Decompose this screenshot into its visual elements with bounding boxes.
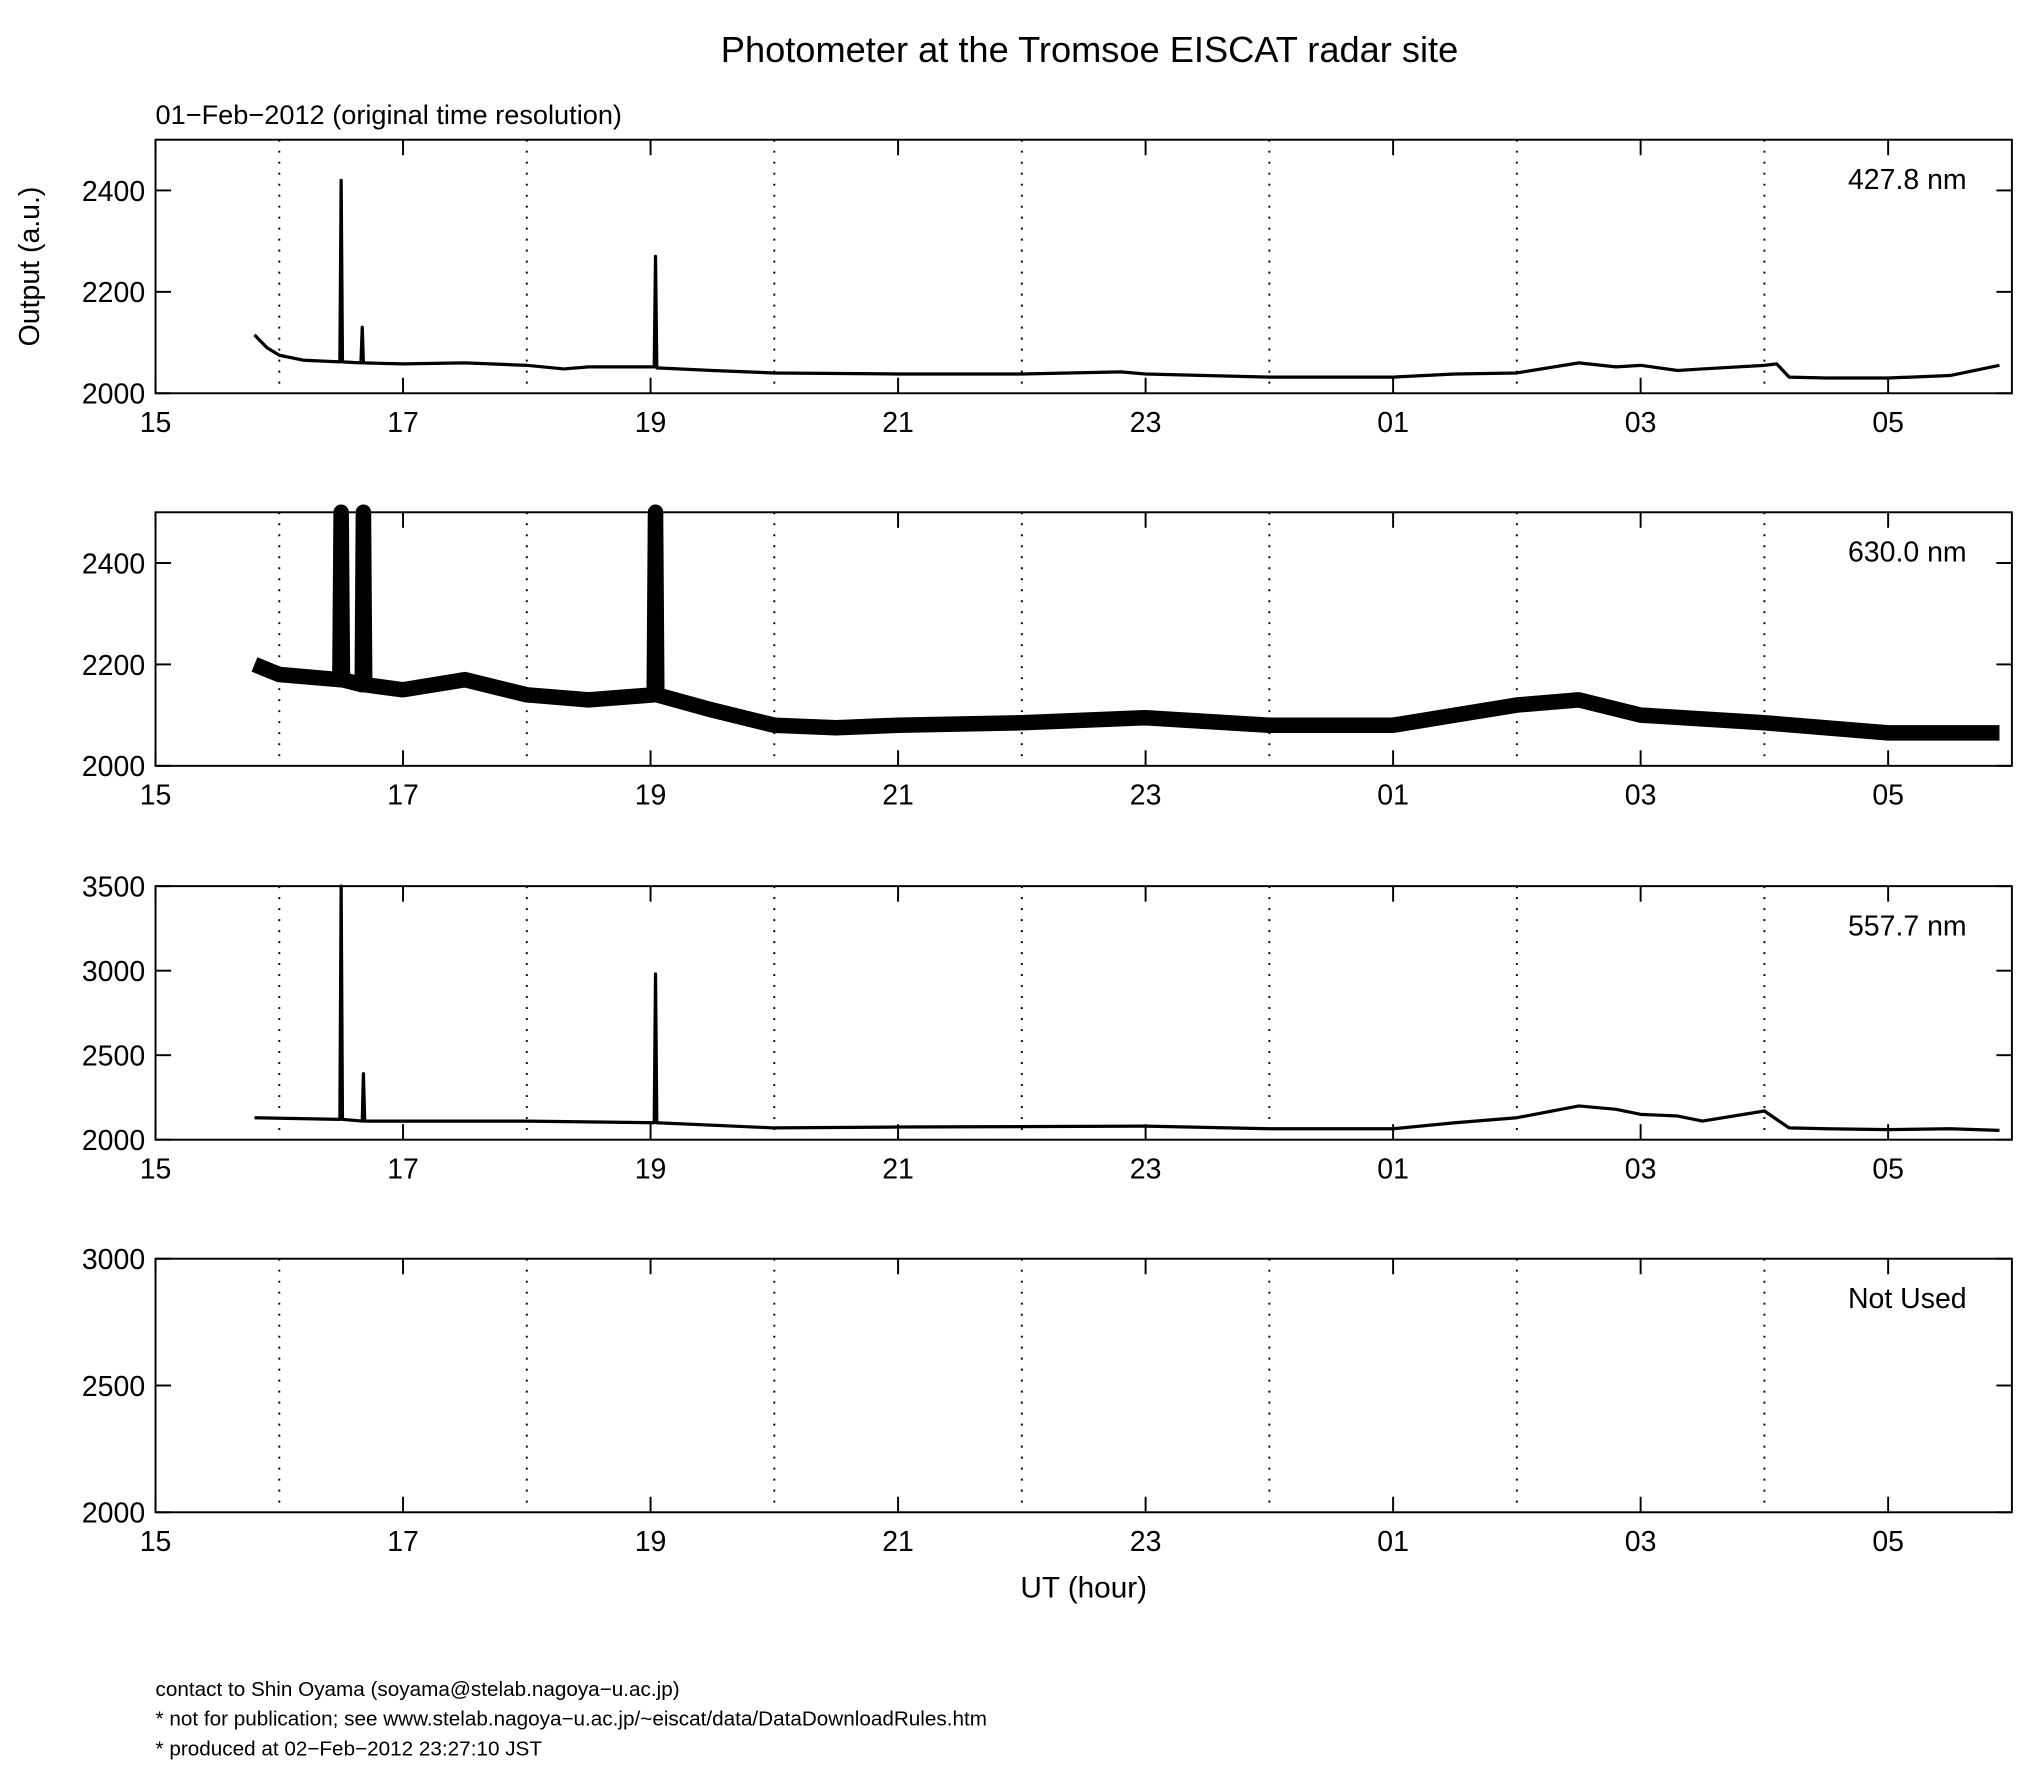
panel-label: 557.7 nm	[1848, 910, 1967, 942]
x-tick-label: 23	[1130, 407, 1162, 439]
x-tick-label: 21	[882, 780, 914, 812]
chart-title: Photometer at the Tromsoe EISCAT radar s…	[721, 29, 1458, 70]
y-tick-label: 3500	[82, 871, 145, 903]
x-tick-label: 01	[1377, 1154, 1409, 1186]
x-tick-label: 01	[1377, 780, 1409, 812]
data-line	[254, 884, 2000, 1133]
y-tick-label: 2000	[82, 1125, 145, 1157]
x-tick-label: 15	[140, 1526, 172, 1558]
y-tick-label: 2500	[82, 1371, 145, 1403]
panel-label: 427.8 nm	[1848, 164, 1967, 196]
x-tick-label: 01	[1377, 1526, 1409, 1558]
y-tick-label: 2400	[82, 548, 145, 580]
x-tick-label: 19	[635, 1154, 667, 1186]
x-tick-label: 17	[387, 407, 419, 439]
x-tick-label: 19	[635, 407, 667, 439]
x-tick-label: 05	[1872, 1526, 1904, 1558]
x-tick-label: 17	[387, 1154, 419, 1186]
y-tick-label: 2400	[82, 176, 145, 208]
x-tick-label: 19	[635, 780, 667, 812]
plot-frame	[154, 138, 2013, 395]
chart-subtitle: 01−Feb−2012 (original time resolution)	[156, 99, 622, 130]
x-axis-label: UT (hour)	[1020, 1572, 1147, 1605]
y-tick-label: 2200	[82, 650, 145, 682]
x-tick-label: 15	[140, 780, 172, 812]
x-tick-label: 21	[882, 1154, 914, 1186]
y-tick-label: 2000	[82, 751, 145, 783]
x-tick-label: 23	[1130, 780, 1162, 812]
x-tick-label: 19	[635, 1526, 667, 1558]
x-tick-label: 15	[140, 407, 172, 439]
y-tick-label: 2200	[82, 277, 145, 309]
x-tick-label: 17	[387, 1526, 419, 1558]
y-tick-label: 3000	[82, 956, 145, 988]
footer-line: * produced at 02−Feb−2012 23:27:10 JST	[156, 1737, 543, 1760]
x-tick-label: 23	[1130, 1526, 1162, 1558]
y-axis-label: Output (a.u.)	[14, 187, 46, 347]
x-tick-label: 23	[1130, 1154, 1162, 1186]
x-tick-label: 05	[1872, 1154, 1904, 1186]
x-tick-label: 01	[1377, 407, 1409, 439]
x-tick-label: 17	[387, 780, 419, 812]
y-tick-label: 2000	[82, 1498, 145, 1530]
y-tick-label: 2000	[82, 379, 145, 411]
x-tick-label: 21	[882, 1526, 914, 1558]
x-tick-label: 03	[1625, 1526, 1657, 1558]
x-tick-label: 05	[1872, 407, 1904, 439]
panel-label: Not Used	[1848, 1283, 1967, 1315]
plot-frame	[154, 511, 2013, 767]
footer-line: * not for publication; see www.stelab.na…	[156, 1708, 987, 1731]
y-tick-label: 3000	[82, 1244, 145, 1276]
x-tick-label: 05	[1872, 780, 1904, 812]
x-tick-label: 03	[1625, 1154, 1657, 1186]
footer-line: contact to Shin Oyama (soyama@stelab.nag…	[156, 1678, 680, 1701]
x-tick-label: 03	[1625, 780, 1657, 812]
panel-label: 630.0 nm	[1848, 536, 1967, 568]
data-line	[253, 178, 2000, 380]
x-tick-label: 03	[1625, 407, 1657, 439]
x-tick-label: 15	[140, 1154, 172, 1186]
y-tick-label: 2500	[82, 1041, 145, 1073]
x-tick-label: 21	[882, 407, 914, 439]
plot-frame	[154, 885, 2013, 1141]
data-line	[251, 504, 2000, 741]
plot-frame	[154, 1257, 2013, 1514]
